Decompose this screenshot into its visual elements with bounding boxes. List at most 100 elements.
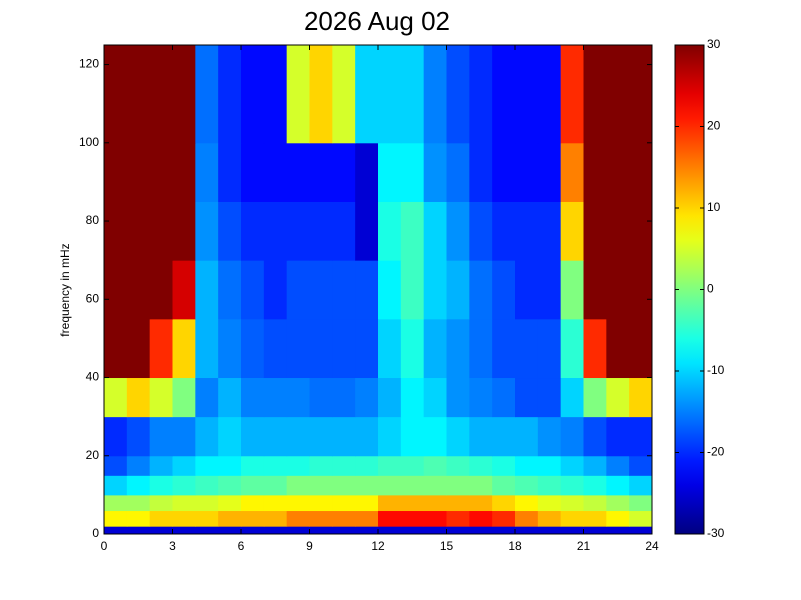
heatmap-cell — [606, 201, 630, 261]
heatmap-cell — [126, 142, 151, 202]
heatmap-cell — [149, 526, 173, 535]
heatmap-cell — [332, 510, 356, 527]
heatmap-cell — [537, 45, 562, 144]
heatmap-cell — [537, 475, 562, 496]
heatmap-cell — [606, 377, 630, 418]
heatmap-cell — [560, 377, 584, 418]
heatmap-cell — [378, 475, 402, 496]
heatmap-cell — [172, 377, 196, 418]
heatmap-cell — [537, 318, 562, 379]
heatmap-cell — [195, 142, 219, 202]
heatmap-cell — [126, 510, 151, 527]
heatmap-cell — [309, 201, 333, 261]
x-tick-label: 0 — [101, 539, 108, 553]
heatmap-cell — [378, 318, 402, 379]
x-tick-label: 15 — [440, 539, 454, 553]
heatmap-cell — [537, 416, 562, 457]
heatmap-cell — [446, 142, 470, 202]
heatmap-cell — [286, 45, 310, 144]
heatmap — [104, 45, 653, 535]
heatmap-cell — [309, 45, 333, 144]
y-tick-label: 60 — [86, 291, 100, 305]
heatmap-cell — [172, 142, 196, 202]
heatmap-cell — [423, 318, 447, 379]
heatmap-cell — [172, 260, 196, 320]
heatmap-cell — [104, 45, 128, 144]
heatmap-cell — [400, 201, 425, 261]
heatmap-cell — [469, 45, 493, 144]
heatmap-cell — [309, 526, 333, 535]
heatmap-cell — [263, 45, 288, 144]
heatmap-cell — [149, 45, 173, 144]
y-tick-label: 20 — [86, 448, 100, 462]
x-tick-label: 3 — [169, 539, 176, 553]
heatmap-cell — [286, 201, 310, 261]
heatmap-cell — [583, 45, 607, 144]
heatmap-cell — [263, 416, 288, 457]
heatmap-cell — [400, 510, 425, 527]
heatmap-cell — [286, 416, 310, 457]
heatmap-cell — [218, 318, 242, 379]
heatmap-cell — [515, 416, 539, 457]
heatmap-cell — [104, 416, 128, 457]
heatmap-cell — [629, 510, 653, 527]
heatmap-cell — [583, 142, 607, 202]
heatmap-cell — [492, 494, 516, 512]
heatmap-cell — [515, 377, 539, 418]
heatmap-cell — [126, 318, 151, 379]
heatmap-cell — [560, 475, 584, 496]
heatmap-cell — [286, 526, 310, 535]
heatmap-cell — [492, 475, 516, 496]
heatmap-cell — [172, 416, 196, 457]
heatmap-cell — [195, 201, 219, 261]
heatmap-cell — [195, 526, 219, 535]
heatmap-cell — [309, 318, 333, 379]
heatmap-cell — [355, 377, 379, 418]
heatmap-cell — [629, 475, 653, 496]
x-tick-label: 6 — [238, 539, 245, 553]
heatmap-cell — [629, 526, 653, 535]
heatmap-cell — [400, 260, 425, 320]
heatmap-cell — [606, 142, 630, 202]
heatmap-cell — [606, 416, 630, 457]
heatmap-cell — [218, 526, 242, 535]
colorbar-tick-label: -30 — [707, 526, 725, 540]
heatmap-cell — [400, 526, 425, 535]
heatmap-cell — [149, 416, 173, 457]
heatmap-cell — [332, 494, 356, 512]
heatmap-cell — [629, 45, 653, 144]
heatmap-cell — [583, 510, 607, 527]
heatmap-cell — [172, 475, 196, 496]
heatmap-cell — [492, 201, 516, 261]
heatmap-cell — [378, 510, 402, 527]
y-axis-label: frequency in mHz — [58, 243, 72, 336]
heatmap-cell — [218, 475, 242, 496]
heatmap-cell — [492, 526, 516, 535]
heatmap-cell — [515, 475, 539, 496]
heatmap-cell — [172, 510, 196, 527]
heatmap-cell — [560, 526, 584, 535]
heatmap-cell — [446, 526, 470, 535]
heatmap-cell — [629, 260, 653, 320]
heatmap-cell — [606, 526, 630, 535]
heatmap-cell — [104, 142, 128, 202]
heatmap-cell — [629, 494, 653, 512]
heatmap-cell — [378, 416, 402, 457]
heatmap-cell — [241, 260, 265, 320]
heatmap-cell — [537, 455, 562, 476]
heatmap-cell — [332, 455, 356, 476]
heatmap-cell — [606, 45, 630, 144]
heatmap-cell — [446, 260, 470, 320]
heatmap-cell — [195, 416, 219, 457]
heatmap-cell — [309, 377, 333, 418]
heatmap-cell — [286, 475, 310, 496]
y-tick-label: 80 — [86, 213, 100, 227]
heatmap-cell — [378, 260, 402, 320]
heatmap-cell — [263, 475, 288, 496]
heatmap-cell — [172, 526, 196, 535]
heatmap-cell — [332, 201, 356, 261]
y-tick-label: 100 — [79, 135, 99, 149]
heatmap-cell — [104, 526, 128, 535]
heatmap-cell — [218, 45, 242, 144]
heatmap-cell — [172, 201, 196, 261]
